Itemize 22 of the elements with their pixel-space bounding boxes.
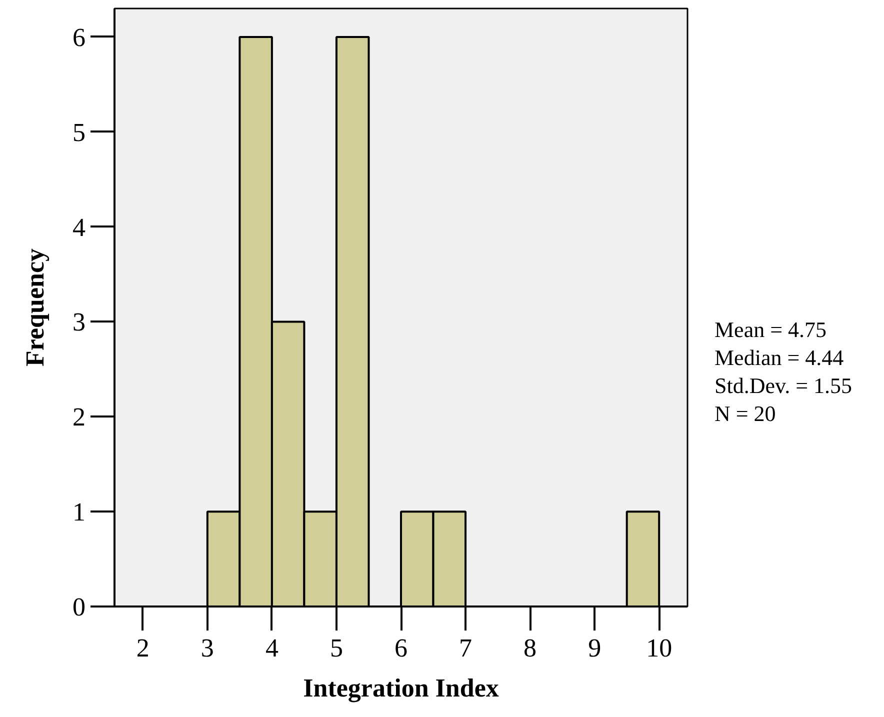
y-axis-title: Frequency [20,248,50,366]
y-tick-label: 4 [72,212,86,242]
x-tick-label: 6 [394,634,408,662]
text: Std.Dev. = 1.55 [714,373,852,398]
x-tick-label: 7 [459,634,472,662]
x-tick-label: 5 [330,634,343,662]
y-tick-label: 5 [72,118,86,147]
x-tick-label: 3 [200,634,214,662]
x-tick-label: 8 [524,634,537,662]
y-tick-label: 1 [72,498,86,527]
y-tick-label: 6 [72,22,86,52]
text: Mean = 4.75 [714,317,826,342]
x-tick-label: 2 [136,634,150,662]
x-tick-label: 9 [588,634,602,662]
text: Median = 4.44 [714,345,844,370]
x-axis-title: Integration Index [303,674,499,702]
y-tick-label: 2 [72,402,86,432]
x-tick-label: 4 [265,634,278,662]
y-tick-label: 3 [72,308,86,337]
text: N = 20 [714,401,776,426]
y-tick-label: 0 [72,592,86,622]
x-tick-label: 10 [646,634,672,662]
